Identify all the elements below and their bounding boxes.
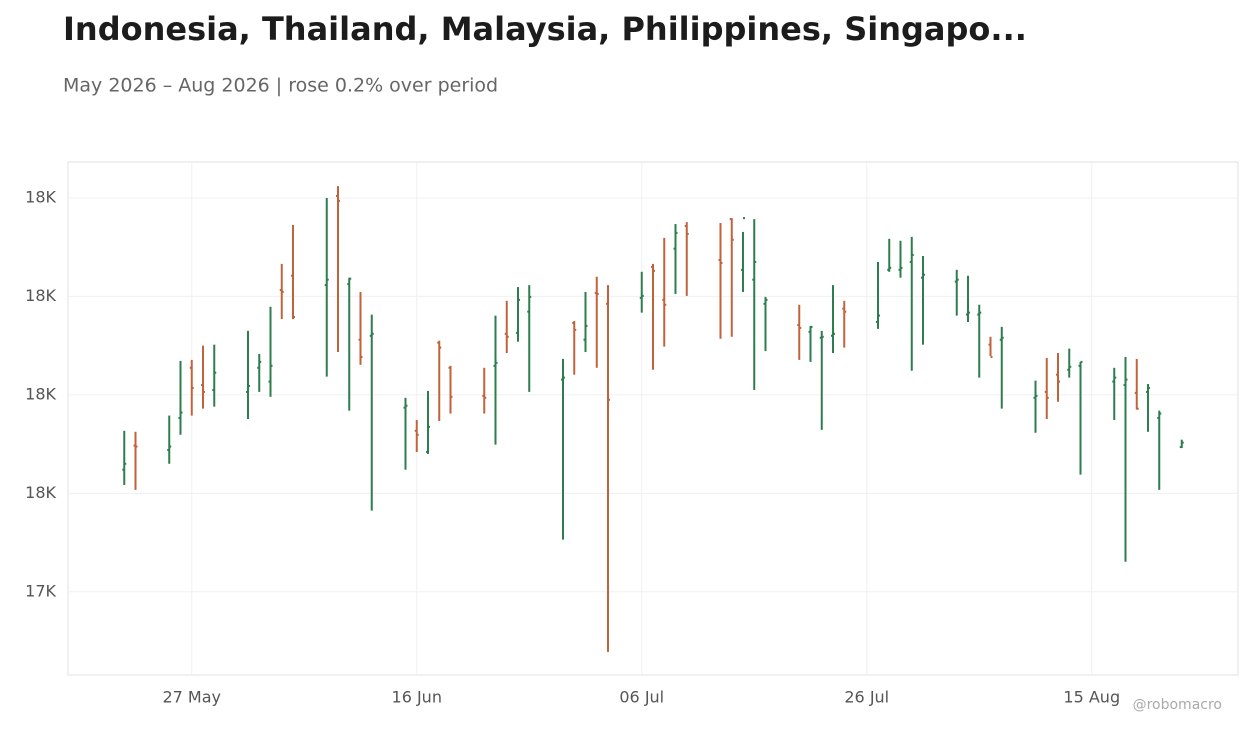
y-tick-label: 18K	[25, 286, 56, 305]
x-tick-label: 15 Aug	[1063, 688, 1120, 707]
x-tick-label: 27 May	[162, 688, 221, 707]
x-tick-label: 16 Jun	[392, 688, 442, 707]
y-tick-label: 18K	[25, 483, 56, 502]
y-tick-label: 18K	[25, 384, 56, 403]
y-tick-label: 17K	[25, 581, 56, 600]
x-tick-label: 06 Jul	[619, 688, 664, 707]
chart-title: Indonesia, Thailand, Malaysia, Philippin…	[63, 10, 1027, 48]
x-tick-label: 26 Jul	[844, 688, 889, 707]
watermark: @robomacro	[1133, 697, 1222, 713]
y-tick-label: 18K	[25, 187, 56, 206]
chart-subtitle: May 2026 – Aug 2026 | rose 0.2% over per…	[63, 75, 498, 97]
plot-frame	[67, 161, 1239, 676]
